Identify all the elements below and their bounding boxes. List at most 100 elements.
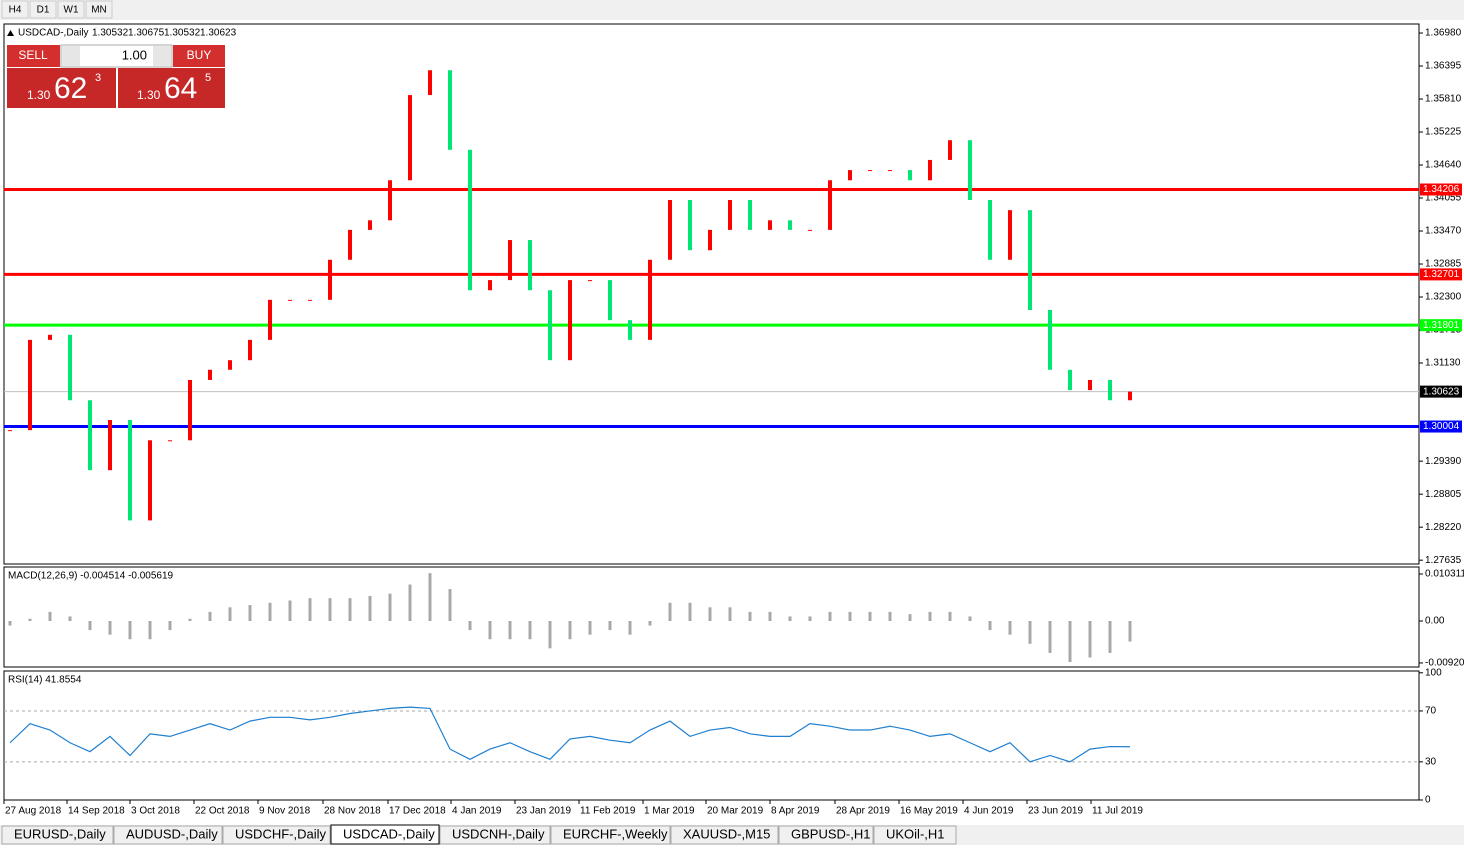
histogram-bar xyxy=(1088,620,1092,658)
x-tick-label: 8 Apr 2019 xyxy=(771,806,820,817)
timeframe-label: MN xyxy=(91,5,107,16)
y-tick-label: 0.00 xyxy=(1425,616,1445,627)
candle xyxy=(788,220,792,230)
panel-frame xyxy=(3,670,1420,801)
candle xyxy=(508,240,512,281)
candle xyxy=(108,419,112,471)
histogram-bar xyxy=(128,620,132,640)
chart-tab[interactable] xyxy=(439,825,551,845)
candle xyxy=(428,70,432,96)
chart-tab[interactable] xyxy=(113,825,223,845)
candle xyxy=(808,229,812,231)
histogram-bar xyxy=(1048,620,1052,653)
chart-tab-label: GBPUSD-,H1 xyxy=(791,826,870,841)
histogram-bar xyxy=(8,620,12,626)
candle xyxy=(68,334,72,401)
histogram-bar xyxy=(248,605,252,621)
charts: 1.36980 1.36395 1.35810 1.35225 1.34640 1.340… xyxy=(3,23,1464,817)
candle xyxy=(168,440,172,442)
histogram-bar xyxy=(588,620,592,635)
x-tick-label: 23 Jan 2019 xyxy=(516,806,571,817)
chart-tab[interactable] xyxy=(670,825,779,845)
histogram-bar xyxy=(188,618,192,621)
last-price-tag xyxy=(1420,385,1462,398)
candle xyxy=(608,280,612,321)
candle xyxy=(8,430,12,432)
candle xyxy=(728,199,732,230)
histogram-bar xyxy=(448,589,452,621)
y-tick-label: 1.34640 xyxy=(1425,160,1462,171)
lots-down[interactable] xyxy=(62,46,80,66)
bid-prefix: 1.30 xyxy=(27,88,51,102)
lots-input[interactable] xyxy=(60,44,173,68)
bid-box[interactable] xyxy=(7,68,116,108)
histogram-bar xyxy=(68,616,72,621)
y-tick-label: 1.34055 xyxy=(1425,193,1462,204)
histogram-bar xyxy=(908,614,912,621)
x-tick-label: 17 Dec 2018 xyxy=(389,806,446,817)
x-tick-label: 23 Jun 2019 xyxy=(1028,806,1083,817)
chart-tab[interactable] xyxy=(550,825,671,845)
histogram-bar xyxy=(968,616,972,621)
histogram-bar xyxy=(628,620,632,635)
y-tick-label: 100 xyxy=(1425,667,1442,678)
candle xyxy=(1128,391,1132,401)
ohlc-value: 1.30532 xyxy=(92,28,129,39)
histogram-bar xyxy=(888,611,892,621)
x-tick-label: 4 Jan 2019 xyxy=(452,806,502,817)
histogram-bar xyxy=(48,611,52,621)
y-tick-label: 1.33470 xyxy=(1425,226,1462,237)
histogram-bar xyxy=(428,573,432,621)
histogram-bar xyxy=(748,611,752,621)
x-tick-label: 28 Nov 2018 xyxy=(324,806,381,817)
candle xyxy=(948,140,952,160)
ohlc-value: 1.30532 xyxy=(164,28,201,39)
y-tick-label: 1.27635 xyxy=(1425,555,1462,566)
histogram-bar xyxy=(988,620,992,631)
histogram-bar xyxy=(28,618,32,621)
timeframe-button[interactable] xyxy=(85,0,113,19)
y-tick-label: 1.35810 xyxy=(1425,94,1462,105)
candle xyxy=(128,419,132,521)
x-tick-label: 3 Oct 2018 xyxy=(131,806,180,817)
chart-tab[interactable] xyxy=(778,825,874,845)
x-tick-label: 22 Oct 2018 xyxy=(195,806,250,817)
histogram-bar xyxy=(488,620,492,640)
price-level-tag xyxy=(1420,420,1462,433)
y-tick-label: 1.35225 xyxy=(1425,127,1462,138)
chart-tab[interactable] xyxy=(330,824,440,845)
histogram-bar xyxy=(528,620,532,640)
candle xyxy=(828,180,832,230)
x-tick-label: 28 Apr 2019 xyxy=(836,806,890,817)
chart-tab[interactable] xyxy=(873,825,957,845)
timeframe-button[interactable] xyxy=(57,0,85,19)
bid-big: 62 xyxy=(54,72,87,105)
candle xyxy=(868,170,872,172)
chart-tab-label: USDCAD-,Daily xyxy=(343,826,435,841)
timeframe-button[interactable] xyxy=(1,0,29,19)
lots-up[interactable] xyxy=(153,46,171,66)
chart-tab[interactable] xyxy=(222,825,331,845)
candle xyxy=(528,240,532,291)
ask-box[interactable] xyxy=(118,68,225,108)
candle xyxy=(288,299,292,301)
candle xyxy=(768,220,772,230)
candle xyxy=(148,440,152,521)
buy-button[interactable] xyxy=(173,45,225,67)
chart-tab-label: EURUSD-,Daily xyxy=(14,826,106,841)
y-tick-label: 1.36980 xyxy=(1425,28,1462,39)
candle xyxy=(1008,210,1012,260)
timeframe-button[interactable] xyxy=(29,0,57,19)
histogram-bar xyxy=(688,602,692,621)
candle xyxy=(648,259,652,340)
sell-button[interactable] xyxy=(7,45,60,67)
y-tick-label: 1.32300 xyxy=(1425,292,1462,303)
chart-tab[interactable] xyxy=(1,825,114,845)
y-tick-label: 1.36395 xyxy=(1425,61,1462,72)
timeframe-label: H4 xyxy=(9,5,22,16)
candle xyxy=(588,280,592,282)
bid-sup: 3 xyxy=(95,72,101,84)
histogram-bar xyxy=(208,611,212,621)
